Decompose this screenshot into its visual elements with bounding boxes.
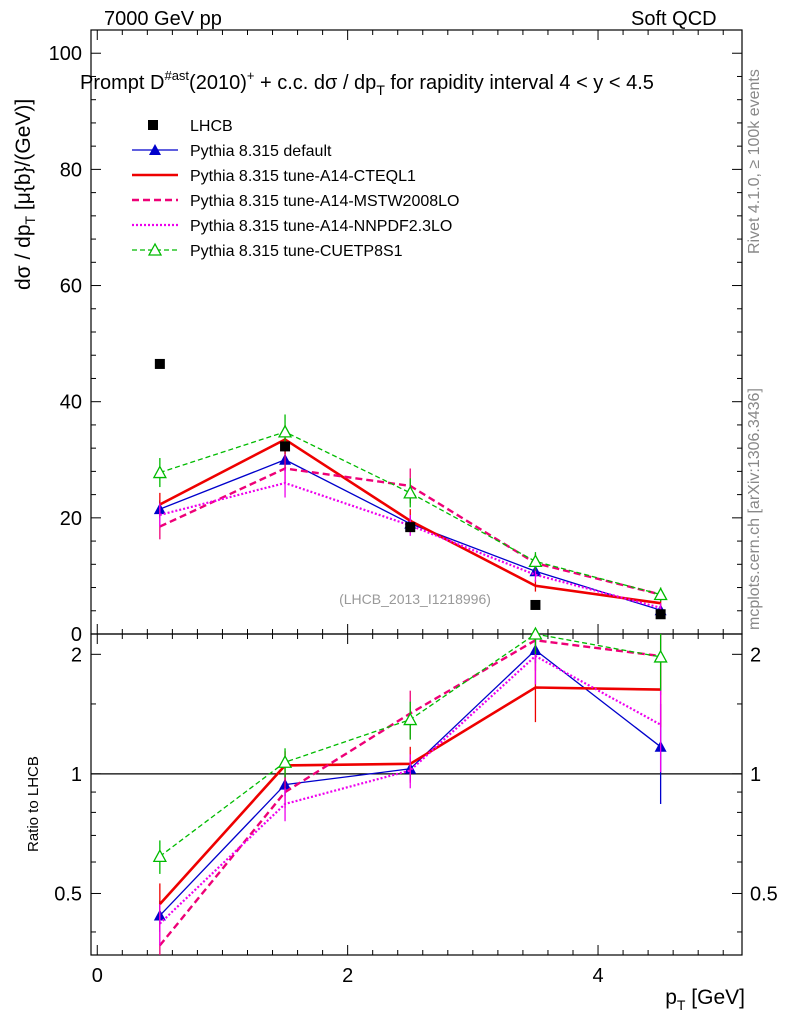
ratio-tick-label-right: 1 bbox=[750, 764, 761, 786]
legend-label: Pythia 8.315 tune-A14-NNPDF2.3LO bbox=[190, 218, 452, 235]
marker-open-triangle bbox=[277, 424, 293, 438]
series-line-ratio bbox=[158, 639, 661, 947]
data-point-lhcb bbox=[530, 599, 541, 610]
ratio-tick-label-right: 2 bbox=[750, 644, 761, 666]
main-plot-frame bbox=[90, 29, 743, 635]
data-point-lhcb bbox=[655, 609, 666, 620]
ratio-tick-label: 1 bbox=[71, 764, 82, 786]
marker-open-triangle bbox=[653, 649, 668, 663]
header-right: Soft QCD bbox=[631, 8, 717, 30]
ratio-tick-label: 0.5 bbox=[54, 883, 82, 905]
x-tick-label: 2 bbox=[342, 965, 353, 987]
legend-label: LHCB bbox=[190, 118, 233, 135]
legend-label: Pythia 8.315 tune-A14-CTEQL1 bbox=[190, 168, 416, 185]
ratio-tick-label: 2 bbox=[71, 644, 82, 666]
data-point-lhcb bbox=[405, 522, 416, 533]
marker-open-triangle bbox=[403, 485, 418, 499]
legend-label: Pythia 8.315 tune-CUETP8S1 bbox=[190, 243, 403, 260]
legend: LHCB Pythia 8.315 default Pythia 8.315 tun… bbox=[132, 118, 459, 260]
marker-open-triangle bbox=[152, 465, 167, 479]
marker-open-triangle bbox=[152, 849, 167, 863]
series-line-ratio bbox=[159, 633, 661, 857]
y-tick-label: 80 bbox=[60, 159, 82, 181]
marker-open-triangle bbox=[528, 554, 543, 568]
data-point-lhcb bbox=[154, 358, 165, 369]
legend-label: Pythia 8.315 tune-A14-MSTW2008LO bbox=[190, 193, 459, 210]
marker-open-triangle bbox=[653, 587, 668, 601]
series-line-main bbox=[159, 431, 661, 596]
marker-open-triangle bbox=[277, 754, 293, 768]
header-left: 7000 GeV pp bbox=[104, 8, 222, 30]
ratio-tick-label-right: 0.5 bbox=[750, 883, 778, 905]
data-point-lhcb bbox=[280, 441, 291, 452]
legend-label: Pythia 8.315 default bbox=[190, 143, 332, 160]
marker-open-triangle bbox=[403, 712, 418, 726]
chart-title: Prompt D#ast(2010)+ + c.c. dσ / dpT for … bbox=[80, 68, 654, 98]
x-tick-label: 0 bbox=[92, 965, 103, 987]
ratio-plot-frame bbox=[90, 633, 743, 956]
watermark: (LHCB_2013_I1218996) bbox=[339, 591, 491, 607]
y-tick-label: 0 bbox=[71, 624, 82, 646]
marker-open-triangle bbox=[147, 242, 163, 256]
legend-marker-lhcb bbox=[148, 120, 158, 130]
marker-triangle bbox=[149, 144, 161, 155]
x-tick-label: 4 bbox=[592, 965, 603, 987]
marker-open-triangle bbox=[528, 626, 543, 640]
y-tick-label: 60 bbox=[60, 276, 82, 298]
x-axis-label: pT [GeV] bbox=[665, 986, 745, 1013]
y-tick-label: 100 bbox=[49, 43, 82, 65]
y-tick-label: 20 bbox=[60, 508, 82, 530]
y-tick-label: 40 bbox=[60, 392, 82, 414]
